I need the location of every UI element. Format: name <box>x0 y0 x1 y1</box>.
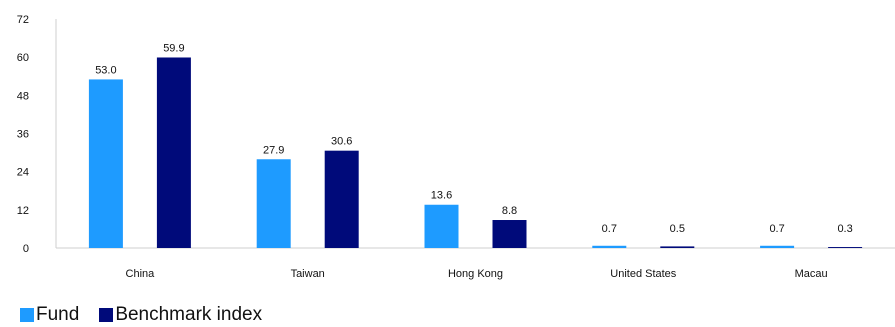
bar-benchmark <box>156 57 191 248</box>
legend-swatch-benchmark <box>99 308 114 322</box>
axes <box>55 19 895 249</box>
legend-label-benchmark: Benchmark index <box>115 304 263 325</box>
data-label: 13.6 <box>431 190 452 202</box>
data-label: 0.5 <box>670 223 685 235</box>
bar-fund <box>88 79 123 248</box>
y-tick-labels: 0 12 24 36 48 60 72 <box>17 14 29 255</box>
data-label: 0.7 <box>602 223 617 235</box>
legend-item-benchmark[interactable]: Benchmark index <box>99 304 262 326</box>
bar-fund <box>256 159 291 248</box>
data-label: 0.3 <box>837 223 852 235</box>
legend-label-fund: Fund <box>36 304 80 325</box>
legend-item-fund[interactable]: Fund <box>20 304 79 326</box>
data-labels: 53.0 59.9 27.9 30.6 13.6 8.8 0.7 0.5 0.7 0.3 <box>95 42 853 235</box>
bar-fund <box>424 204 459 248</box>
y-tick-label: 36 <box>17 129 29 141</box>
data-label: 27.9 <box>263 144 284 156</box>
category-label: Taiwan <box>291 268 325 280</box>
y-tick-label: 0 <box>23 243 29 255</box>
legend-swatch-fund <box>20 308 34 322</box>
y-tick-label: 48 <box>17 90 29 102</box>
data-label: 0.7 <box>769 223 784 235</box>
data-label: 59.9 <box>163 42 184 54</box>
legend: Fund Benchmark index <box>20 304 282 326</box>
bar-benchmark <box>492 220 527 248</box>
y-tick-label: 24 <box>17 167 29 179</box>
data-label: 53.0 <box>95 64 116 76</box>
bar-fund <box>760 245 795 248</box>
bars <box>88 57 863 248</box>
bar-benchmark <box>324 150 359 248</box>
category-label: China <box>126 268 156 280</box>
bar-benchmark <box>660 246 695 248</box>
category-label: Hong Kong <box>448 268 503 280</box>
category-label: Macau <box>795 268 828 280</box>
data-label: 30.6 <box>331 136 352 148</box>
data-label: 8.8 <box>502 205 517 217</box>
y-tick-label: 72 <box>17 14 29 26</box>
bar-fund <box>592 245 627 248</box>
category-labels: China Taiwan Hong Kong United States Macau <box>126 268 828 280</box>
y-tick-label: 60 <box>17 52 29 64</box>
category-label: United States <box>610 268 677 280</box>
y-tick-label: 12 <box>17 205 29 217</box>
bar-benchmark <box>828 247 863 248</box>
